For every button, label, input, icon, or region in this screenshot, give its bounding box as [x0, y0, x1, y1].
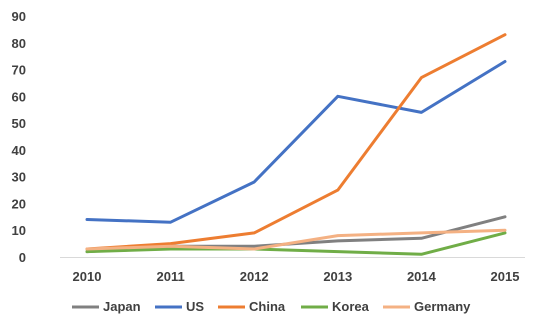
legend-label: Korea — [332, 299, 370, 314]
series-line-us — [85, 60, 507, 224]
legend-item-japan: Japan — [72, 299, 141, 314]
series-line-china — [85, 33, 507, 251]
y-axis: 0 10 20 30 40 50 60 70 80 90 — [12, 9, 26, 265]
y-tick-label: 20 — [12, 196, 26, 211]
y-tick-label: 90 — [12, 9, 26, 24]
y-tick-label: 70 — [12, 63, 26, 78]
legend: Japan US China Korea Germany — [72, 299, 471, 314]
y-tick-label: 60 — [12, 89, 26, 104]
x-tick-label: 2015 — [491, 269, 520, 284]
x-tick-label: 2012 — [240, 269, 269, 284]
series-lines — [85, 33, 507, 256]
legend-item-korea: Korea — [301, 299, 370, 314]
y-tick-label: 50 — [12, 116, 26, 131]
legend-label: China — [249, 299, 286, 314]
x-tick-label: 2013 — [323, 269, 352, 284]
legend-item-china: China — [218, 299, 286, 314]
legend-label: Japan — [103, 299, 141, 314]
legend-item-us: US — [155, 299, 204, 314]
y-tick-label: 30 — [12, 170, 26, 185]
legend-item-germany: Germany — [383, 299, 471, 314]
y-tick-label: 0 — [19, 250, 26, 265]
y-tick-label: 10 — [12, 223, 26, 238]
x-tick-label: 2011 — [156, 269, 184, 284]
x-axis: 2010 2011 2012 2013 2014 2015 — [60, 257, 525, 284]
legend-label: Germany — [414, 299, 471, 314]
x-tick-label: 2010 — [73, 269, 102, 284]
y-tick-label: 40 — [12, 143, 26, 158]
series-line-korea — [85, 231, 507, 256]
y-tick-label: 80 — [12, 36, 26, 51]
x-tick-label: 2014 — [407, 269, 437, 284]
legend-label: US — [186, 299, 204, 314]
series-line-germany — [85, 228, 507, 251]
